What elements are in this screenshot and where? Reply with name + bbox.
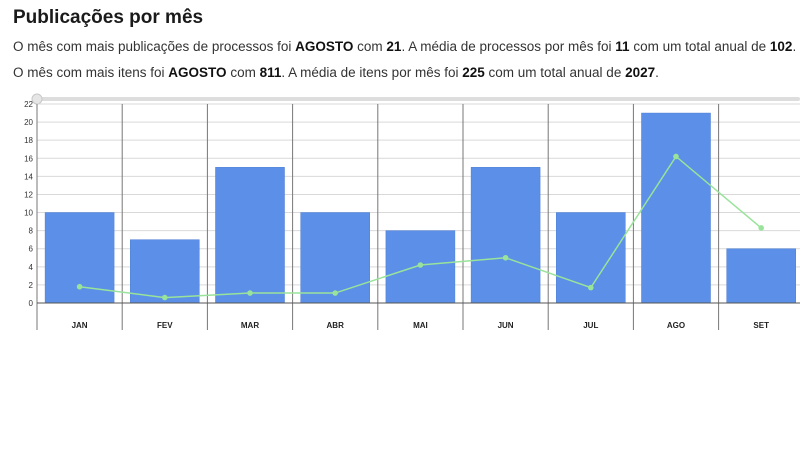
summary-processes-text-4: com um total anual de bbox=[629, 39, 770, 54]
y-tick-label: 16 bbox=[24, 154, 33, 163]
summary-processes-total: 102 bbox=[769, 39, 793, 54]
y-tick-label: 12 bbox=[24, 190, 33, 199]
summary-processes-max: 21 bbox=[386, 39, 402, 54]
bar-set[interactable] bbox=[726, 248, 796, 304]
page-title: Publicações por mês bbox=[13, 7, 204, 28]
summary-items-text-5: . bbox=[655, 65, 659, 80]
x-tick-label: SET bbox=[753, 321, 769, 330]
line-point-jul[interactable] bbox=[588, 284, 594, 291]
line-point-set[interactable] bbox=[758, 225, 764, 231]
x-tick-label: JUN bbox=[498, 321, 514, 330]
x-tick-label: JUL bbox=[583, 321, 598, 330]
x-tick-label: MAI bbox=[413, 321, 428, 330]
summary-processes-text-2: com bbox=[353, 39, 387, 54]
x-axis: JAN FEV MAR ABR MAI JUN JUL AGO SET bbox=[37, 302, 800, 330]
x-tick-label: ABR bbox=[327, 321, 345, 330]
summary-processes-text-1: O mês com mais publicações de processos … bbox=[13, 39, 296, 54]
summary-items-text-1: O mês com mais itens foi bbox=[13, 65, 169, 80]
summary-processes: O mês com mais publicações de processos … bbox=[13, 39, 796, 54]
y-tick-label: 20 bbox=[24, 118, 33, 127]
summary-items-avg: 225 bbox=[462, 65, 485, 80]
y-tick-label: 10 bbox=[24, 209, 33, 218]
line-point-jan[interactable] bbox=[76, 283, 83, 290]
line-point-jun[interactable] bbox=[502, 254, 509, 261]
bar-abr[interactable] bbox=[300, 212, 370, 304]
x-tick-label: JAN bbox=[72, 321, 88, 330]
summary-items-text-2: com bbox=[226, 65, 260, 80]
summary-processes-text-3: . A média de processos por mês foi bbox=[401, 39, 616, 54]
x-tick-label: MAR bbox=[241, 321, 259, 330]
y-tick-label: 4 bbox=[29, 263, 34, 272]
bar-series bbox=[44, 112, 796, 304]
y-tick-label: 18 bbox=[24, 136, 33, 145]
line-point-mai[interactable] bbox=[417, 262, 424, 268]
y-tick-label: 14 bbox=[24, 172, 33, 181]
y-tick-label: 2 bbox=[29, 281, 34, 290]
line-point-abr[interactable] bbox=[332, 290, 339, 296]
line-point-fev[interactable] bbox=[162, 294, 168, 301]
bar-fev[interactable] bbox=[130, 239, 200, 304]
bar-jun[interactable] bbox=[470, 167, 541, 304]
x-tick-label: AGO bbox=[667, 321, 685, 330]
summary-items-text-3: . A média de itens por mês foi bbox=[281, 65, 463, 80]
line-point-mar[interactable] bbox=[247, 290, 253, 296]
summary-processes-month: AGOSTO bbox=[295, 39, 354, 54]
y-tick-label: 8 bbox=[29, 227, 34, 236]
y-tick-label: 6 bbox=[29, 245, 34, 254]
summary-processes-avg: 11 bbox=[615, 39, 630, 54]
summary-processes-text-5: . bbox=[792, 39, 797, 54]
monthly-publications-chart: 0 2 4 6 8 10 12 14 16 18 20 22 JAN FEV MAR ABR MAI JUN JU… bbox=[24, 93, 800, 330]
x-tick-label: FEV bbox=[157, 321, 173, 330]
bar-ago[interactable] bbox=[641, 112, 711, 304]
summary-items-total: 2027 bbox=[625, 65, 656, 80]
zoom-slider-track[interactable] bbox=[36, 97, 800, 101]
summary-items-max: 811 bbox=[259, 65, 282, 80]
zoom-slider[interactable] bbox=[31, 93, 800, 105]
y-tick-label: 0 bbox=[29, 299, 34, 308]
bar-mar[interactable] bbox=[215, 167, 285, 304]
line-series bbox=[76, 153, 764, 301]
line-point-ago[interactable] bbox=[673, 153, 679, 160]
summary-items-month: AGOSTO bbox=[168, 65, 227, 80]
summary-items: O mês com mais itens foi AGOSTO com 811.… bbox=[13, 65, 659, 80]
summary-items-text-4: com um total anual de bbox=[484, 65, 626, 80]
y-axis: 0 2 4 6 8 10 12 14 16 18 20 22 bbox=[24, 100, 33, 308]
zoom-slider-handle[interactable] bbox=[31, 93, 43, 105]
y-tick-label: 22 bbox=[24, 100, 33, 109]
